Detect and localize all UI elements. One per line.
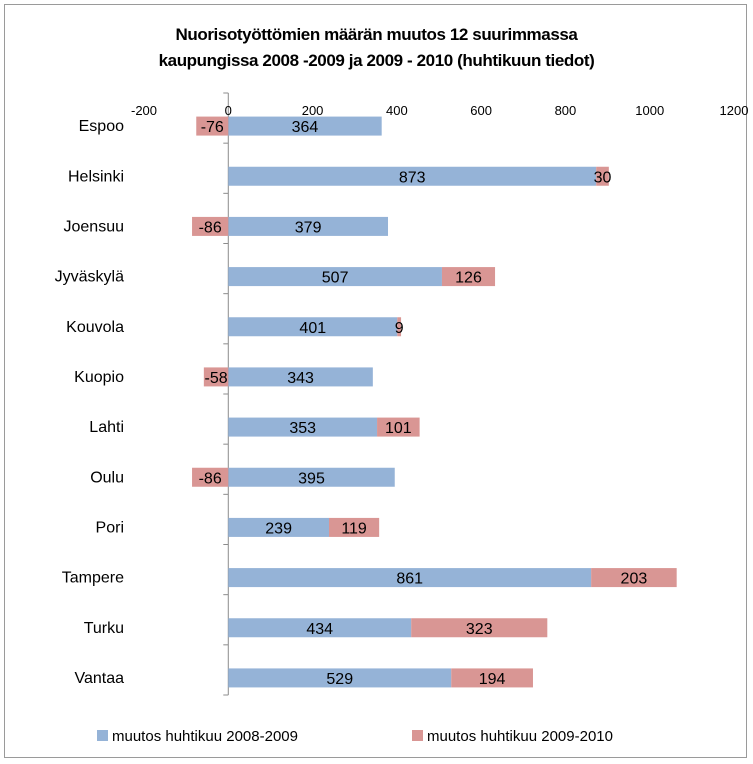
data-label: 9 [395, 320, 404, 337]
data-label: 353 [289, 420, 316, 437]
category-label: Kuopio [74, 369, 124, 386]
category-label: Pori [96, 519, 124, 536]
data-label: 434 [306, 621, 333, 638]
legend-swatch-2 [412, 730, 423, 741]
legend-swatch-1 [97, 730, 108, 741]
x-tick-label: -200 [131, 103, 157, 118]
x-tick-label: 0 [225, 103, 232, 118]
data-label: 101 [385, 420, 412, 437]
data-label: 203 [621, 571, 648, 588]
legend-label-2: muutos huhtikuu 2009-2010 [427, 728, 613, 745]
data-label: 507 [322, 270, 349, 287]
data-label: 323 [466, 621, 493, 638]
bar-series-2 [329, 517, 380, 537]
data-label: 239 [265, 520, 292, 537]
x-tick-label: 600 [470, 103, 492, 118]
category-label: Joensuu [64, 218, 125, 235]
bar-series-1 [228, 166, 597, 186]
bar-series-1 [228, 417, 378, 437]
data-label: 194 [479, 671, 506, 688]
bar-series-1 [228, 517, 330, 537]
bar-series-1 [228, 568, 592, 588]
x-tick-label: 800 [555, 103, 577, 118]
bar-series-2 [377, 417, 420, 437]
bar-series-2 [596, 166, 609, 186]
bar-series-1 [228, 216, 389, 236]
category-label: Oulu [90, 469, 124, 486]
data-label: -86 [199, 470, 222, 487]
legend-label-1: muutos huhtikuu 2008-2009 [112, 728, 298, 745]
bar-series-2 [411, 618, 548, 638]
category-label: Kouvola [66, 319, 124, 336]
data-label: 529 [326, 671, 353, 688]
bar-series-1 [228, 116, 382, 136]
data-label: 861 [396, 571, 423, 588]
bar-series-1 [228, 467, 395, 487]
category-label: Tampere [62, 570, 124, 587]
data-label: 873 [399, 169, 426, 186]
bar-series-2 [451, 668, 533, 688]
bar-series-1 [228, 267, 442, 287]
bar-series-2 [397, 317, 402, 337]
x-tick-label: 200 [302, 103, 324, 118]
category-label: Helsinki [68, 168, 124, 185]
data-label: -58 [205, 370, 228, 387]
x-tick-label: 1000 [635, 103, 664, 118]
bar-series-2 [203, 367, 229, 387]
category-label: Jyväskylä [55, 269, 124, 286]
x-tick-label: 1200 [720, 103, 749, 118]
category-label: Lahti [89, 419, 124, 436]
bar-series-2 [192, 216, 229, 236]
chart-title-line-2: kaupungissa 2008 -2009 ja 2009 - 2010 (h… [158, 51, 595, 70]
category-label: Vantaa [74, 670, 124, 687]
bar-series-1 [228, 317, 398, 337]
bar-series-1 [228, 367, 373, 387]
chart-title: Nuorisotyöttömien määrän muutos 12 suuri… [0, 22, 753, 74]
data-label: 126 [455, 270, 482, 287]
data-label: -76 [201, 119, 224, 136]
data-label: 364 [292, 119, 319, 136]
data-label: 395 [298, 470, 325, 487]
bar-series-2 [196, 116, 229, 136]
data-label: 343 [287, 370, 314, 387]
bar-series-1 [228, 668, 452, 688]
x-tick-label: 400 [386, 103, 408, 118]
data-label: 379 [295, 219, 322, 236]
bar-series-1 [228, 618, 412, 638]
data-label: 401 [299, 320, 326, 337]
chart-title-line-1: Nuorisotyöttömien määrän muutos 12 suuri… [175, 25, 578, 44]
data-label: -86 [199, 219, 222, 236]
category-label: Turku [84, 620, 124, 637]
bar-series-2 [591, 568, 677, 588]
data-label: 30 [594, 169, 612, 186]
bar-series-2 [192, 467, 229, 487]
bar-series-2 [441, 267, 496, 287]
data-label: 119 [341, 520, 367, 537]
category-label: Espoo [79, 118, 124, 135]
